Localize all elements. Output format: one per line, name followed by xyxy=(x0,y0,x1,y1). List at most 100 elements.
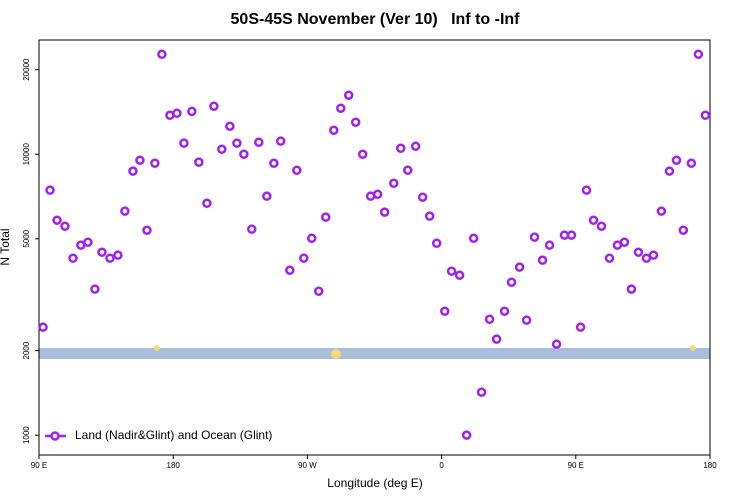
data-point xyxy=(105,253,115,263)
data-point xyxy=(306,233,317,244)
data-point xyxy=(514,262,525,272)
data-point xyxy=(633,247,644,257)
y-tick-label: 5000 xyxy=(22,229,31,247)
minor-dot xyxy=(690,345,696,351)
data-point xyxy=(209,101,219,111)
x-tick-label: 180 xyxy=(167,461,181,470)
x-axis-label: Longitude (deg E) xyxy=(327,476,422,490)
data-point xyxy=(90,284,100,294)
data-point xyxy=(239,149,249,159)
minor-dot xyxy=(154,345,160,351)
data-point xyxy=(476,387,487,397)
y-tick-label: 2000 xyxy=(22,341,31,359)
data-point xyxy=(664,166,675,176)
data-point xyxy=(596,221,607,231)
data-point xyxy=(292,165,302,175)
data-point xyxy=(113,250,123,260)
data-point xyxy=(417,192,428,202)
x-tick-label: 90 W xyxy=(298,461,317,470)
band xyxy=(39,348,710,359)
data-point xyxy=(372,189,383,200)
data-point xyxy=(446,266,457,276)
data-point xyxy=(285,265,295,275)
data-point xyxy=(60,221,70,231)
data-point xyxy=(254,137,264,148)
data-point xyxy=(350,117,361,127)
data-point xyxy=(403,165,413,175)
data-point xyxy=(329,125,339,136)
data-point xyxy=(700,110,711,121)
data-point xyxy=(491,334,502,344)
data-point xyxy=(313,286,324,296)
data-point xyxy=(671,155,682,165)
data-point xyxy=(320,212,331,222)
data-point xyxy=(202,198,212,209)
data-point xyxy=(357,149,368,159)
data-point xyxy=(45,185,55,195)
plot-frame xyxy=(38,39,711,456)
data-point xyxy=(135,155,145,165)
data-point xyxy=(656,206,667,216)
legend-label: Land (Nadir&Glint) and Ocean (Glint) xyxy=(75,428,272,442)
data-point xyxy=(566,230,577,240)
data-point xyxy=(431,238,442,249)
y-axis-label: N Total xyxy=(0,228,12,265)
data-point xyxy=(424,211,435,221)
data-point xyxy=(120,206,130,216)
data-point xyxy=(544,240,555,250)
data-point xyxy=(575,322,586,332)
data-point xyxy=(410,141,421,152)
minor-dot xyxy=(331,349,341,359)
data-point xyxy=(686,158,697,168)
x-tick-label: 0 xyxy=(439,461,444,470)
data-point xyxy=(52,215,62,225)
data-point xyxy=(388,178,399,189)
data-point xyxy=(179,138,189,148)
data-point xyxy=(529,232,540,242)
data-point xyxy=(619,237,630,247)
data-point xyxy=(343,90,354,100)
y-tick-label: 20000 xyxy=(22,58,31,81)
data-point xyxy=(194,157,204,167)
data-point xyxy=(83,237,93,247)
data-point xyxy=(439,306,450,316)
data-point xyxy=(484,314,495,324)
data-point xyxy=(537,255,548,265)
data-point xyxy=(172,108,182,119)
data-point xyxy=(336,103,346,113)
data-point xyxy=(225,121,235,131)
data-point xyxy=(648,250,659,260)
data-point xyxy=(379,207,390,217)
data-point xyxy=(97,247,107,257)
data-point xyxy=(232,138,242,148)
data-point xyxy=(269,158,279,168)
x-tick-label: 180 xyxy=(703,461,717,470)
data-point xyxy=(693,49,704,60)
data-point xyxy=(150,158,160,168)
data-point xyxy=(499,306,510,316)
x-tick-label: 90 E xyxy=(568,461,584,470)
data-point xyxy=(299,253,309,263)
y-tick-label: 10000 xyxy=(22,143,31,166)
data-point xyxy=(395,143,406,154)
data-point xyxy=(262,191,272,201)
data-point xyxy=(506,277,517,287)
data-point xyxy=(275,136,286,146)
y-tick-label: 1000 xyxy=(22,426,31,444)
data-point xyxy=(678,225,689,235)
data-point xyxy=(187,106,197,117)
data-point xyxy=(521,315,532,325)
data-point xyxy=(588,215,599,225)
data-point xyxy=(461,430,472,440)
data-point xyxy=(454,270,465,280)
data-point xyxy=(247,224,257,234)
data-point xyxy=(551,339,562,349)
data-point xyxy=(626,284,637,294)
data-point xyxy=(38,322,48,332)
data-point xyxy=(68,253,78,263)
x-tick-label: 90 E xyxy=(31,461,47,470)
legend-marker xyxy=(50,431,60,441)
data-point xyxy=(128,166,138,176)
chart-title: 50S-45S November (Ver 10) Inf to -Inf xyxy=(231,11,521,28)
